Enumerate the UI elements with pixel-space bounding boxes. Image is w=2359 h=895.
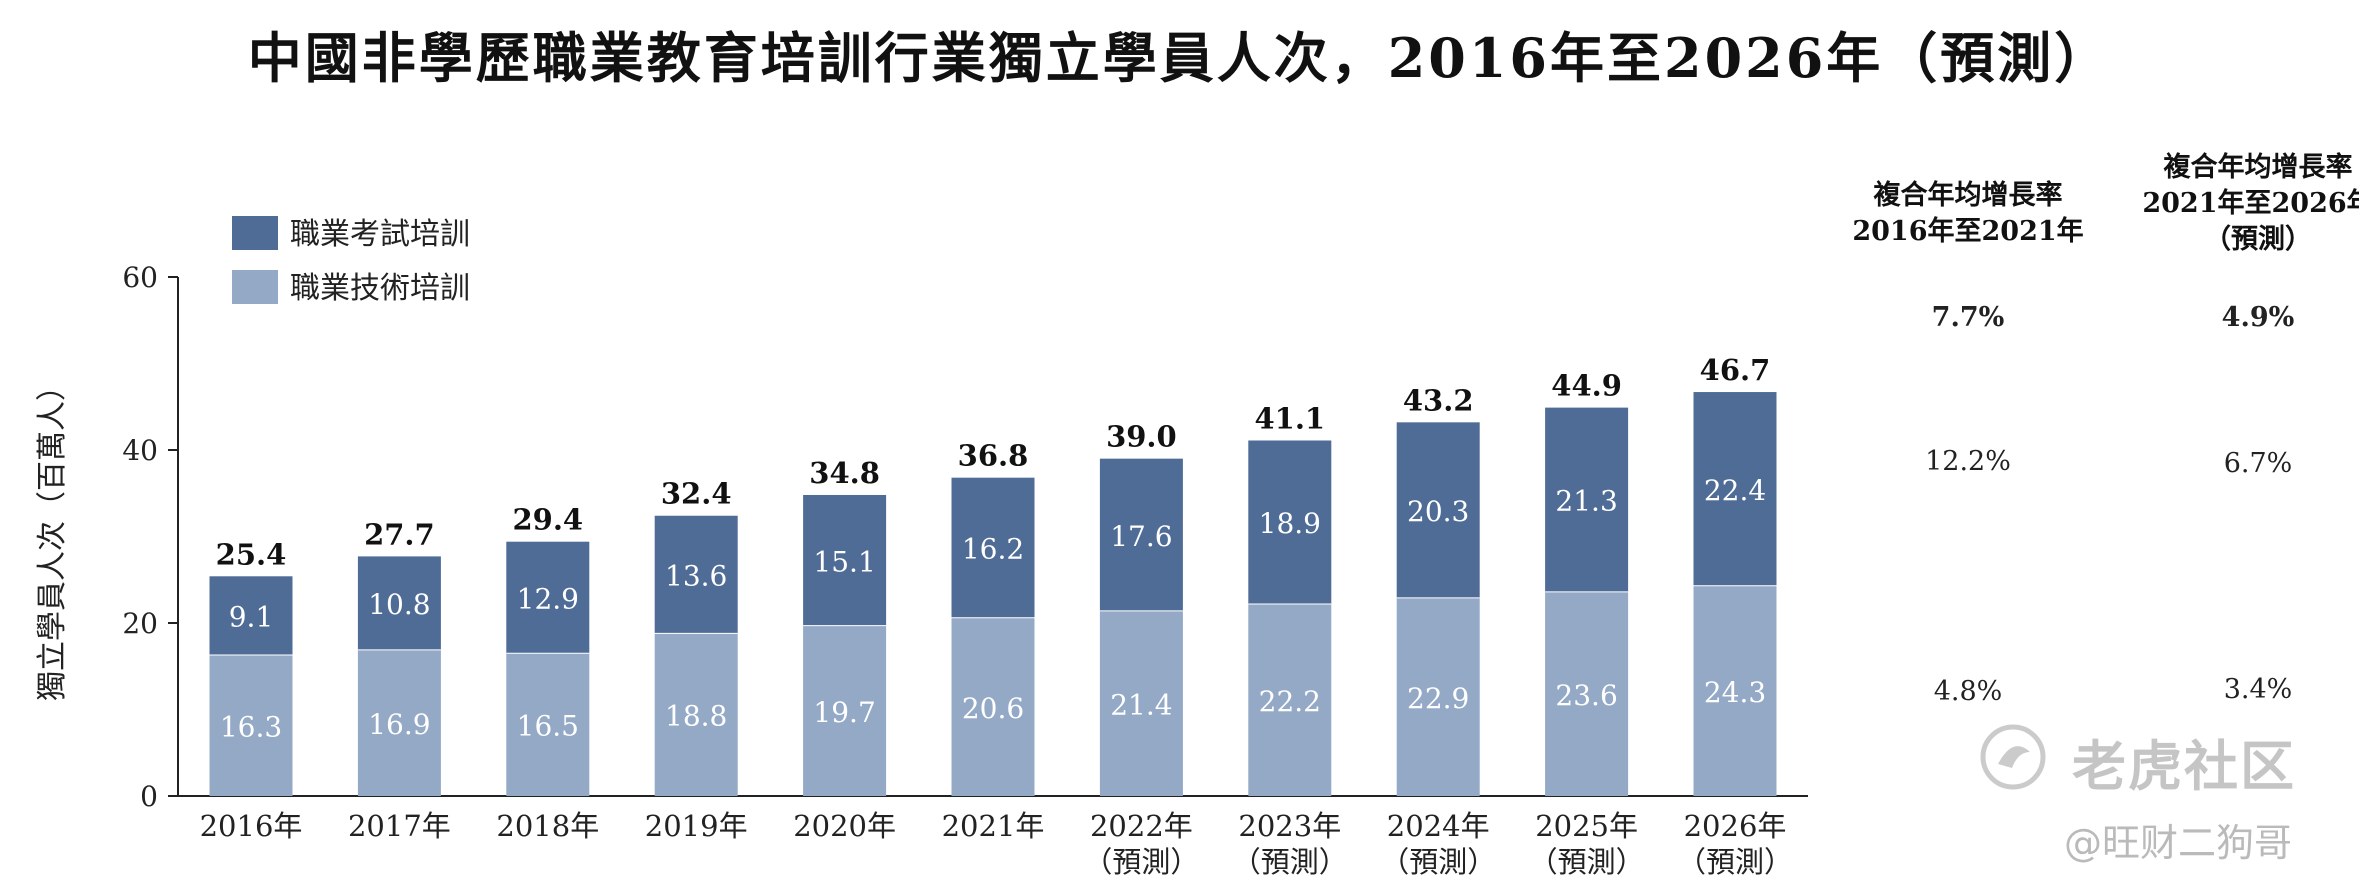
bar-exam-training xyxy=(1248,440,1332,604)
cagr-exam-2021-2026: 6.7% xyxy=(2223,448,2293,479)
data-label-total: 27.7 xyxy=(364,517,435,551)
bar-exam-training xyxy=(209,576,293,656)
data-label-technical: 23.6 xyxy=(1555,679,1617,712)
data-label-exam: 22.4 xyxy=(1704,474,1766,507)
cagr-header-line: 2016年至2021年 xyxy=(1852,216,2084,247)
data-label-total: 34.8 xyxy=(809,456,880,490)
watermark-handle: @旺财二狗哥 xyxy=(2064,821,2293,865)
bar-exam-training xyxy=(506,541,590,654)
cagr-header-line: （預測） xyxy=(2204,224,2312,255)
data-label-total: 36.8 xyxy=(958,439,1029,473)
data-label-total: 39.0 xyxy=(1106,420,1177,454)
x-tick-label: 2022年 xyxy=(1090,809,1193,843)
cagr-exam-2016-2021: 12.2% xyxy=(1925,446,2011,477)
data-label-total: 25.4 xyxy=(216,537,287,571)
legend-exam-training-label: 職業考試培訓 xyxy=(290,217,470,252)
x-tick-label: 2020年 xyxy=(793,809,896,843)
x-tick-label: （預測） xyxy=(1529,845,1645,879)
data-label-total: 29.4 xyxy=(512,503,583,537)
legend-technical-training-label: 職業技術培訓 xyxy=(290,271,470,306)
data-label-exam: 15.1 xyxy=(813,545,875,578)
x-tick-label: 2024年 xyxy=(1387,809,1490,843)
bar-exam-training xyxy=(951,477,1035,618)
x-tick-label: （預測） xyxy=(1677,845,1793,879)
bar-exam-training xyxy=(654,515,738,634)
bar-exam-training xyxy=(1099,458,1183,611)
bar-technical-training xyxy=(1099,610,1183,796)
cagr-header-line: 2021年至2026年 xyxy=(2142,188,2359,219)
chart-title: 中國非學歷職業教育培訓行業獨立學員人次，2016年至2026年（預測） xyxy=(247,26,2112,90)
data-label-technical: 24.3 xyxy=(1704,676,1766,709)
y-axis-label: 獨立學員人次（百萬人） xyxy=(35,371,70,701)
data-label-technical: 21.4 xyxy=(1110,688,1172,721)
data-label-technical: 22.9 xyxy=(1407,682,1469,715)
x-tick-label: 2023年 xyxy=(1238,809,1341,843)
y-tick-label: 20 xyxy=(122,607,158,640)
watermark-logo-icon xyxy=(1980,724,2046,790)
bar-technical-training xyxy=(357,649,441,796)
legend-technical-training-swatch xyxy=(232,270,278,304)
watermark-text: 老虎社区 xyxy=(2072,735,2296,798)
data-label-exam: 13.6 xyxy=(665,560,727,593)
data-label-technical: 16.3 xyxy=(220,711,282,744)
data-label-total: 46.7 xyxy=(1700,353,1771,387)
cagr-total-2016-2021: 7.7% xyxy=(1931,302,2005,333)
data-label-technical: 20.6 xyxy=(962,692,1024,725)
bar-exam-training xyxy=(1396,422,1480,598)
data-label-total: 41.1 xyxy=(1254,401,1325,435)
y-tick-label: 0 xyxy=(140,780,158,813)
x-tick-label: 2018年 xyxy=(496,809,599,843)
cagr-technical-2016-2021: 4.8% xyxy=(1933,676,2003,707)
x-tick-label: 2025年 xyxy=(1535,809,1638,843)
bar-exam-training xyxy=(1693,392,1777,586)
cagr-header-2021-2026: 複合年均增長率 2021年至2026年 （預測） xyxy=(2108,150,2359,258)
data-label-exam: 16.2 xyxy=(962,533,1024,566)
bar-technical-training xyxy=(1396,597,1480,796)
cagr-header-2016-2021: 複合年均增長率 2016年至2021年 xyxy=(1818,178,2118,250)
x-tick-label: 2017年 xyxy=(348,809,451,843)
bar-technical-training xyxy=(803,625,887,796)
x-tick-label: 2026年 xyxy=(1684,809,1787,843)
x-tick-label: （預測） xyxy=(1083,845,1199,879)
data-label-exam: 18.9 xyxy=(1259,507,1321,540)
y-tick-label: 60 xyxy=(122,261,158,294)
data-label-technical: 18.8 xyxy=(665,700,727,733)
cagr-total-2021-2026: 4.9% xyxy=(2221,302,2295,333)
x-tick-label: 2019年 xyxy=(645,809,748,843)
cagr-header-line: 複合年均增長率 xyxy=(2163,152,2353,183)
x-tick-label: 2016年 xyxy=(200,809,303,843)
data-label-total: 32.4 xyxy=(661,477,732,511)
data-label-technical: 19.7 xyxy=(813,696,875,729)
data-label-exam: 12.9 xyxy=(517,582,579,615)
data-label-technical: 16.5 xyxy=(517,710,579,743)
bar-technical-training xyxy=(1545,591,1629,796)
data-label-technical: 16.9 xyxy=(368,708,430,741)
data-label-exam: 21.3 xyxy=(1555,485,1617,518)
data-label-exam: 9.1 xyxy=(229,601,274,634)
bar-exam-training xyxy=(803,494,887,626)
data-label-technical: 22.2 xyxy=(1259,685,1321,718)
bar-technical-training xyxy=(506,653,590,796)
bar-exam-training xyxy=(357,556,441,650)
data-label-exam: 20.3 xyxy=(1407,495,1469,528)
data-label-exam: 17.6 xyxy=(1110,520,1172,553)
bar-technical-training xyxy=(1248,603,1332,796)
bar-technical-training xyxy=(654,633,738,796)
data-label-total: 43.2 xyxy=(1403,383,1474,417)
x-tick-label: （預測） xyxy=(1232,845,1348,879)
bar-technical-training xyxy=(209,655,293,796)
x-tick-label: 2021年 xyxy=(942,809,1045,843)
data-label-total: 44.9 xyxy=(1551,369,1622,403)
data-label-exam: 10.8 xyxy=(368,588,430,621)
bar-exam-training xyxy=(1545,407,1629,592)
x-tick-label: （預測） xyxy=(1380,845,1496,879)
bar-technical-training xyxy=(1693,585,1777,796)
y-tick-label: 40 xyxy=(122,434,158,467)
legend-exam-training-swatch xyxy=(232,216,278,250)
cagr-header-line: 複合年均增長率 xyxy=(1873,180,2063,211)
bar-technical-training xyxy=(951,617,1035,796)
cagr-technical-2021-2026: 3.4% xyxy=(2223,674,2293,705)
